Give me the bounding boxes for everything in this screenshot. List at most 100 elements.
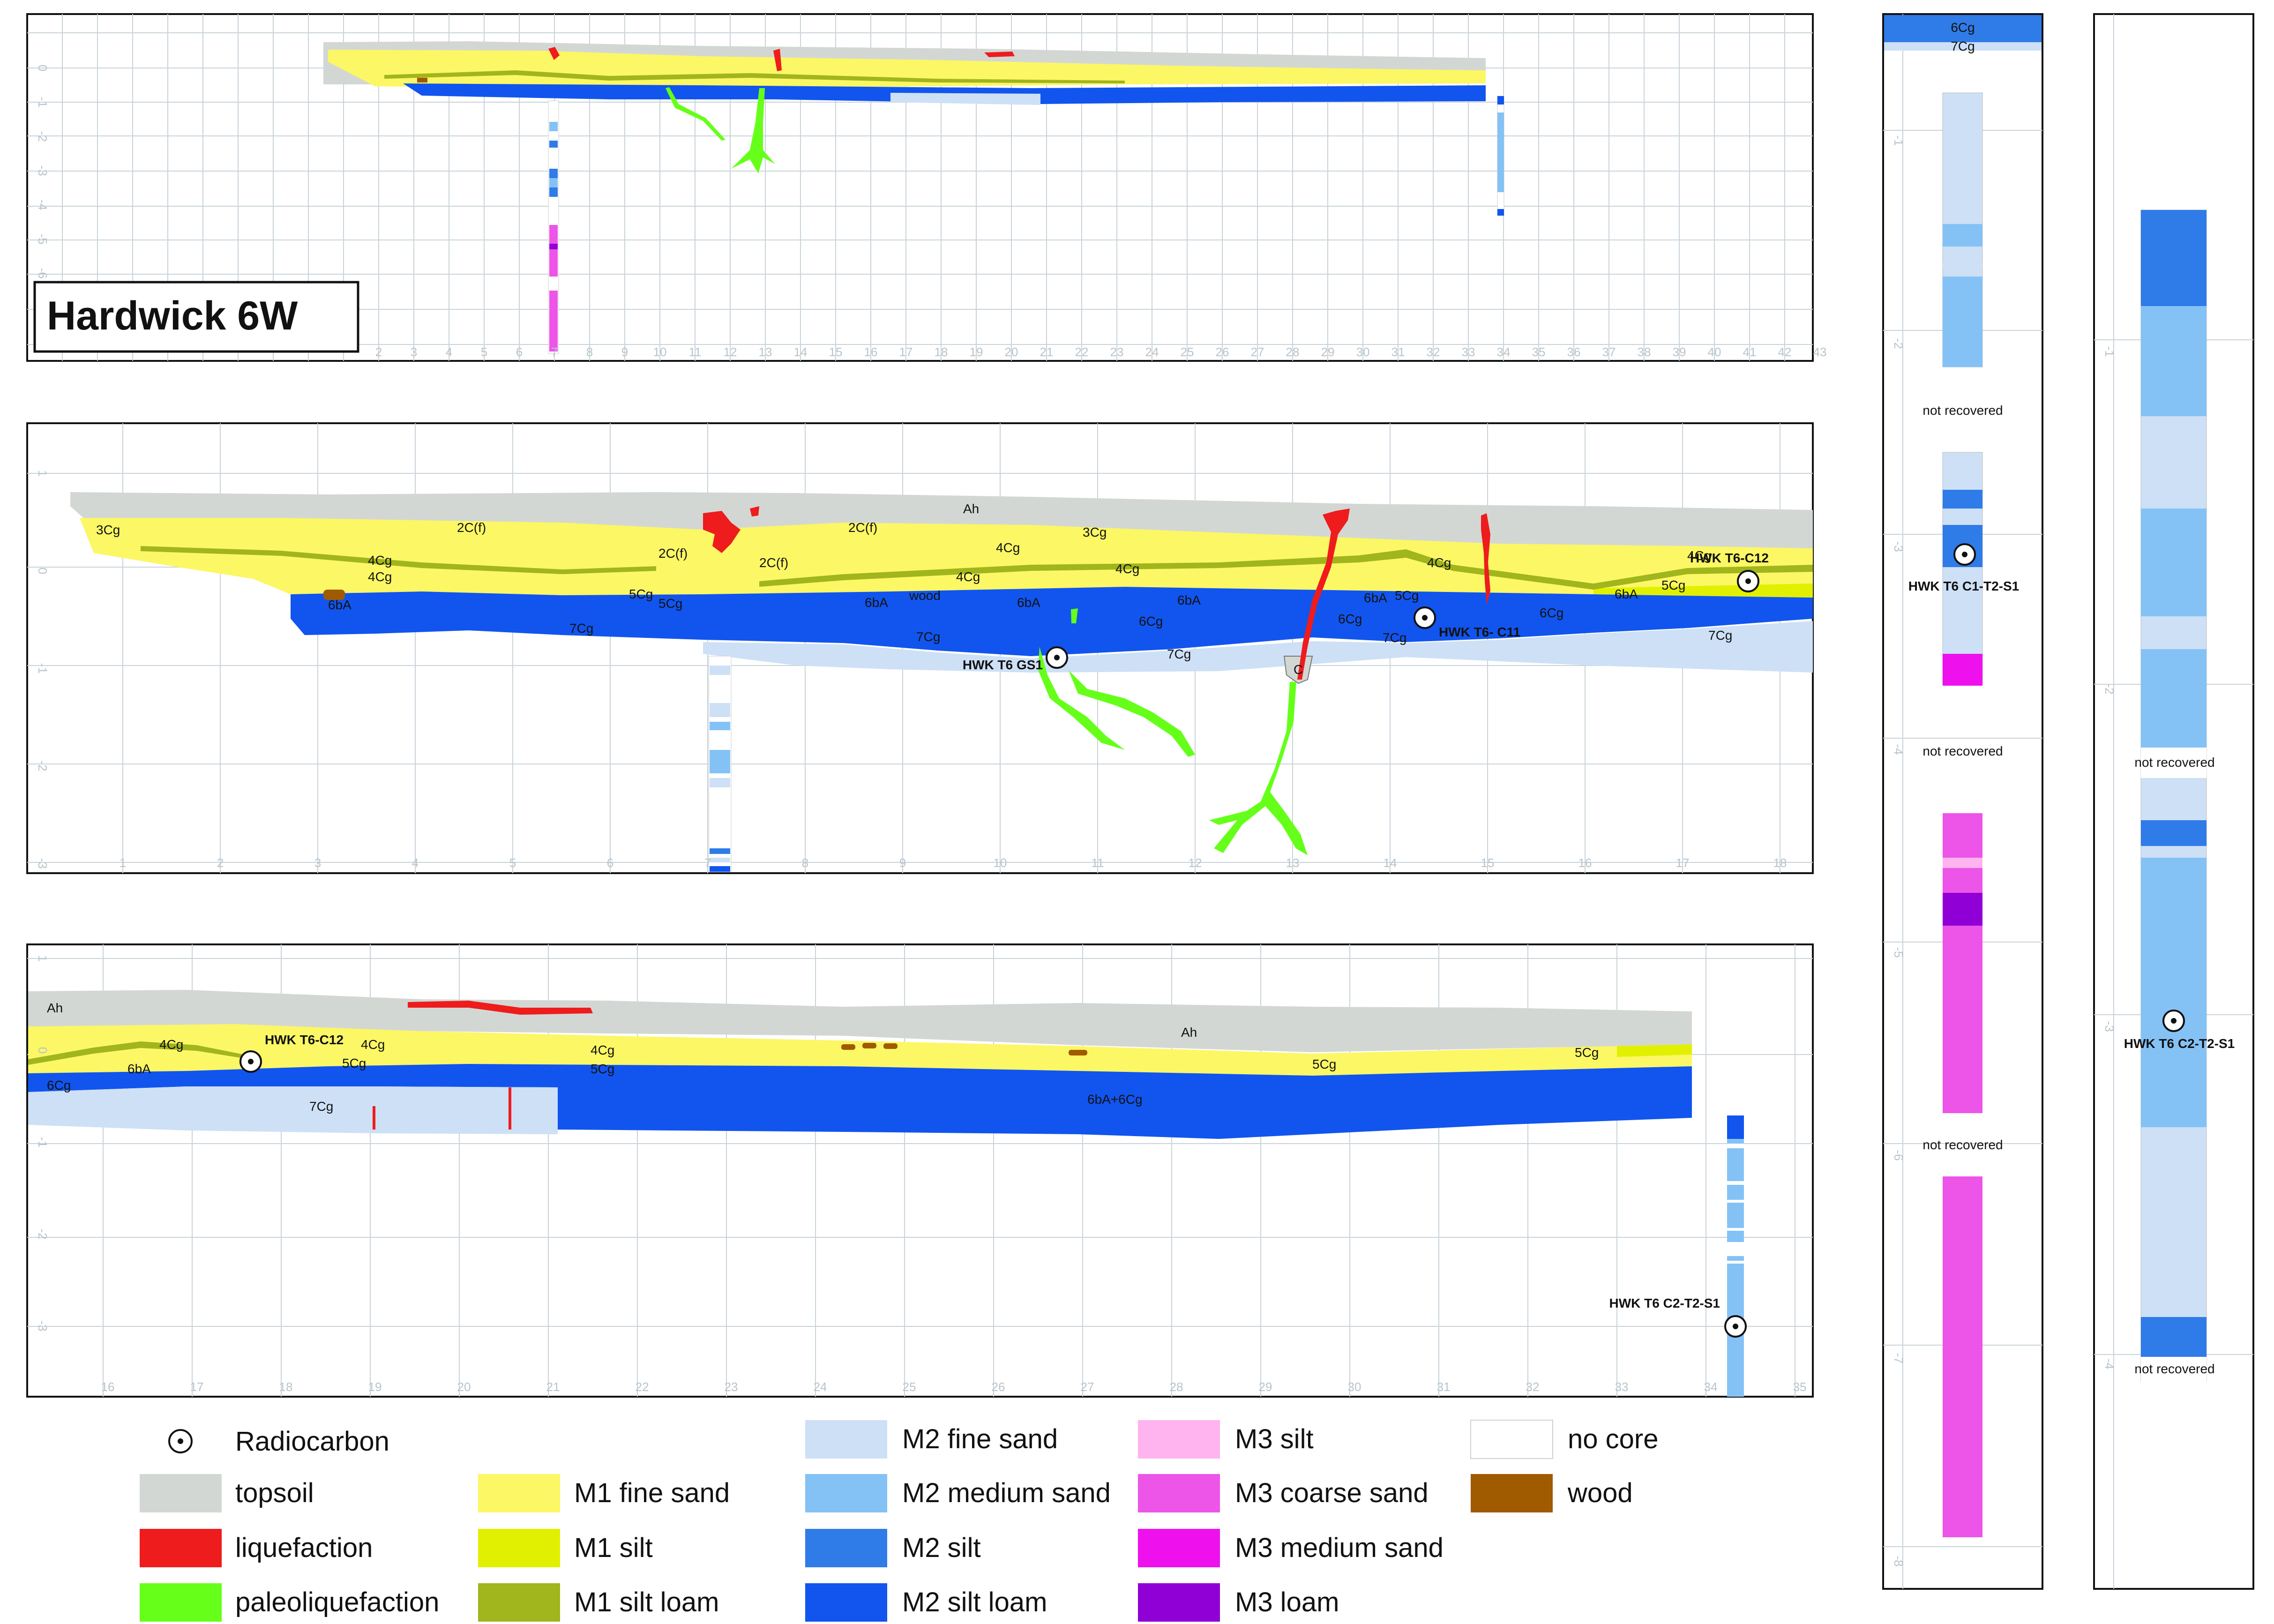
core-log-1-y-tick: -5 xyxy=(1892,947,1906,958)
panel-1-x-tick: 13 xyxy=(759,345,772,359)
radiocarbon-marker-c1 xyxy=(1953,543,1976,566)
panel-1-x-tick: 7 xyxy=(551,345,558,359)
panel-2-unit-5cg: 5Cg xyxy=(1395,588,1419,603)
panel-1-x-tick: 39 xyxy=(1673,345,1686,359)
panel-3-x-tick: 16 xyxy=(101,1380,115,1394)
panel-3-silt-loam-band xyxy=(28,1041,262,1065)
panel-3-wood-1 xyxy=(841,1044,855,1050)
panel-3-x-tick: 29 xyxy=(1259,1380,1272,1394)
panel-2-silt-loam-band-2 xyxy=(759,549,1813,590)
legend-no-core-label: no core xyxy=(1568,1424,1658,1454)
core-log-1-top-silt xyxy=(1884,15,2042,42)
panel-1-wood xyxy=(417,78,427,82)
panel-1-y-tick: 0 xyxy=(36,65,50,71)
panel-3-x-tick: 21 xyxy=(546,1380,560,1394)
panel-3-x-tick: 19 xyxy=(368,1380,382,1394)
panel-3-silt-loam xyxy=(28,1064,1692,1139)
panel-3-unit-6ba6cg: 6bA+6Cg xyxy=(1087,1092,1143,1107)
panel-2-liquefaction-1 xyxy=(703,511,741,553)
panel-3-y-tick: 0 xyxy=(36,1047,50,1054)
core-log-1-y-tick: -8 xyxy=(1892,1556,1906,1566)
legend-m1-silt-label: M1 silt xyxy=(574,1533,653,1563)
legend-m1-silt-loam-label: M1 silt loam xyxy=(574,1587,719,1617)
panel-3-liquefaction-3 xyxy=(509,1087,511,1130)
panel-2-unit-4cg: 4Cg xyxy=(368,553,392,568)
panel-3-unit-4cg: 4Cg xyxy=(159,1037,183,1052)
figure-title-box xyxy=(33,281,359,353)
panel-2-silt-loam-band-1 xyxy=(141,546,656,574)
legend-m2-fine-sand-swatch xyxy=(805,1420,887,1459)
core-log-2-not-recovered: not recovered xyxy=(2134,1362,2214,1376)
legend-paleoliquefaction-swatch xyxy=(140,1583,222,1622)
legend-wood-swatch xyxy=(1471,1474,1553,1512)
core-log-1-y-tick: -1 xyxy=(1892,135,1906,146)
panel-2-unit-wood: wood xyxy=(909,588,941,603)
core-log-1-y-tick: -7 xyxy=(1892,1353,1906,1363)
panel-2-x-tick: 7 xyxy=(704,856,711,870)
legend-m1-fine-sand-swatch xyxy=(478,1474,560,1512)
radiocarbon-marker-gs1 xyxy=(1046,646,1068,669)
radiocarbon-marker-c2-core xyxy=(2162,1010,2185,1032)
panel-3-unit-4cg: 4Cg xyxy=(591,1043,614,1057)
legend-m1-fine-sand-label: M1 fine sand xyxy=(574,1478,730,1508)
panel-3-x-tick: 24 xyxy=(814,1380,827,1394)
sample-label-c11: HWK T6- C11 xyxy=(1439,625,1520,639)
panel-2-silt-band xyxy=(1593,584,1813,598)
panel-2-unit-6ba: 6bA xyxy=(1615,587,1638,601)
core-log-2: not recovered not recovered HWK T6 C2-T2… xyxy=(2093,13,2254,1590)
panel-1-x-tick: 19 xyxy=(970,345,983,359)
panel-2-unit-6ba: 6bA xyxy=(865,595,888,610)
legend-m3-coarse-sand-label: M3 coarse sand xyxy=(1235,1478,1429,1508)
sample-label-c12: HWK T6-C12 xyxy=(1690,551,1769,565)
panel-1-x-tick: 14 xyxy=(794,345,808,359)
panel-1-x-tick: 3 xyxy=(411,345,417,359)
panel-1-silt-loam-band xyxy=(384,70,1125,83)
panel-1-paleoliquefaction-1 xyxy=(666,87,726,141)
panel-1-x-tick: 36 xyxy=(1567,345,1581,359)
core-log-1-not-recovered: not recovered xyxy=(1922,1138,2003,1152)
panel-2-unit-7cg: 7Cg xyxy=(569,621,593,636)
panel-3-unit-7cg: 7Cg xyxy=(309,1099,333,1114)
panel-1-x-tick: 35 xyxy=(1532,345,1546,359)
panel-3-unit-5cg: 5Cg xyxy=(342,1056,366,1070)
core-log-1-y-tick: -4 xyxy=(1892,744,1906,755)
panel-2-fine-sand-lower xyxy=(703,621,1813,673)
panel-1-x-tick: 22 xyxy=(1075,345,1089,359)
legend-liquefaction-label: liquefaction xyxy=(235,1533,373,1563)
core-log-1-y-axis: -1 -2 -3 -4 -5 -6 -7 -8 xyxy=(1892,135,1906,1566)
panel-1-x-tick: 4 xyxy=(446,345,452,359)
panel-1-x-tick: 34 xyxy=(1497,345,1511,359)
panel-3-x-tick: 25 xyxy=(903,1380,916,1394)
panel-2-core xyxy=(708,656,732,872)
core-log-2-y-tick: -2 xyxy=(2102,683,2117,694)
panel-3-y-tick: 1 xyxy=(36,955,50,962)
panel-1-x-tick: 30 xyxy=(1356,345,1370,359)
panel-2-y-axis: 1 0 -1 -2 -3 xyxy=(36,470,50,869)
sample-label-c1: HWK T6 C1-T2-S1 xyxy=(1908,579,2019,593)
panel-1-x-tick: 20 xyxy=(1005,345,1018,359)
panel-1-liquefaction-2 xyxy=(773,49,782,71)
panel-2-unit-3cg: 3Cg xyxy=(1083,525,1107,539)
legend: Radiocarbon topsoil liquefaction paleoli… xyxy=(140,1420,1658,1622)
panel-2-unit-6cg: 6Cg xyxy=(1139,614,1163,629)
core-log-1-label-7cg: 7Cg xyxy=(1951,39,1975,53)
panel-3-x-tick: 33 xyxy=(1615,1380,1629,1394)
panel-3-fine-sand-lower xyxy=(28,1086,558,1134)
legend-wood-label: wood xyxy=(1567,1478,1633,1508)
panel-2-unit-2cf: 2C(f) xyxy=(457,520,486,535)
panel-2-unit-6cg: 6Cg xyxy=(1540,606,1563,620)
core-log-2-y-axis: -1 -2 -3 -4 xyxy=(2102,346,2117,1369)
panel-1-x-tick: 8 xyxy=(586,345,593,359)
panel-2-liquefaction-2 xyxy=(750,506,759,516)
core-log-2-not-recovered: not recovered xyxy=(2134,755,2214,770)
legend-m1-silt-loam-swatch xyxy=(478,1583,560,1622)
legend-m3-coarse-sand-swatch xyxy=(1138,1474,1220,1512)
panel-1-x-tick: 26 xyxy=(1216,345,1229,359)
core-log-1-y-tick: -3 xyxy=(1892,541,1906,552)
panel-3-x-tick: 23 xyxy=(725,1380,738,1394)
panel-1-x-tick: 18 xyxy=(935,345,948,359)
panel-2-unit-6ba: 6bA xyxy=(1177,593,1201,607)
panel-1-x-tick: 27 xyxy=(1251,345,1264,359)
panel-2-unit-5cg: 5Cg xyxy=(1661,578,1685,592)
